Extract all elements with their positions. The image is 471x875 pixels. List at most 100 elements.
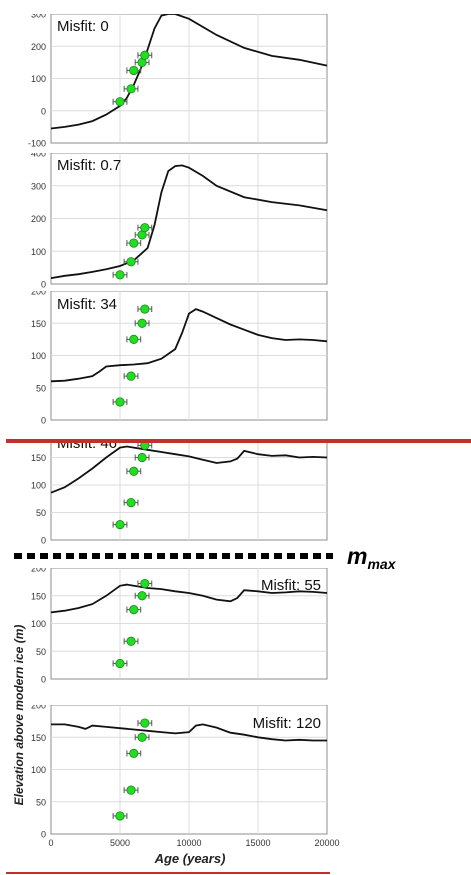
panel-title: Misfit: 55 <box>261 577 321 594</box>
observation-marker <box>115 519 125 530</box>
panels-layer: -100 0 100 200 300 Misfit: 0 0 100 200 300 400 Misf… <box>28 10 328 840</box>
model-curve <box>50 583 328 614</box>
y-axis-label: Elevation above modern ice (m) <box>12 625 26 806</box>
y-tick-label: 50 <box>36 508 46 518</box>
observation-point <box>134 452 150 463</box>
observation-point <box>134 57 150 67</box>
panel-1: -100 0 100 200 300 Misfit: 0 <box>28 10 328 149</box>
observation-point <box>112 97 128 107</box>
y-tick-label: 100 <box>31 481 46 491</box>
observation-point <box>137 223 153 233</box>
observation-point <box>137 50 153 60</box>
y-tick-label: 100 <box>31 247 46 257</box>
mmax-label-subscript: max <box>367 556 396 572</box>
y-tick-label: 0 <box>41 536 46 546</box>
observation-marker <box>129 748 139 758</box>
y-tick-label: 0 <box>41 416 46 426</box>
observation-point <box>112 270 128 280</box>
x-tick-label: 0 <box>48 838 53 848</box>
observation-point <box>137 304 153 314</box>
observation-point <box>134 318 150 328</box>
model-curve <box>50 14 328 130</box>
observation-point <box>123 785 139 795</box>
y-tick-label: 100 <box>31 765 46 775</box>
x-axis-label: Age (years) <box>154 851 226 866</box>
observation-point <box>137 578 153 589</box>
model-curve <box>50 308 328 383</box>
observation-point <box>126 466 142 476</box>
y-tick-label: 100 <box>31 351 46 361</box>
y-tick-label: 50 <box>36 797 46 807</box>
y-tick-label: 300 <box>31 10 46 20</box>
observation-marker <box>140 578 150 589</box>
observation-point <box>123 497 139 508</box>
observation-marker <box>129 238 139 248</box>
panel-title: Misfit: 34 <box>57 296 117 313</box>
observation-marker <box>140 223 150 233</box>
observation-point <box>137 443 153 450</box>
observation-point <box>123 84 139 94</box>
y-tick-label: 100 <box>31 74 46 84</box>
y-tick-label: 150 <box>31 591 46 601</box>
observation-marker <box>115 97 125 107</box>
observation-point <box>126 65 142 76</box>
observation-point <box>137 718 153 728</box>
observation-marker <box>115 397 125 407</box>
panel-title: Misfit: 46 <box>57 435 117 452</box>
panel-4: 0 50 100 150 200 Misfit: 46 <box>31 426 328 546</box>
observation-marker <box>115 270 125 280</box>
y-tick-label: 200 <box>31 287 46 297</box>
x-tick-label: 20000 <box>314 838 339 848</box>
y-tick-label: 0 <box>41 675 46 685</box>
observation-marker <box>140 50 150 60</box>
y-tick-label: 0 <box>41 830 46 840</box>
observation-point <box>112 397 128 407</box>
panel-6: 0 50 100 150 200 Misfit: 120 <box>31 701 328 840</box>
observation-point <box>112 811 128 821</box>
observation-marker <box>129 334 139 344</box>
panel-3: 0 50 100 150 200 Misfit: 34 <box>31 287 328 426</box>
observation-point <box>112 519 128 530</box>
y-tick-label: 200 <box>31 701 46 711</box>
y-tick-label: 50 <box>36 383 46 393</box>
mmax-label: mmax <box>347 543 397 572</box>
panel-2: 0 100 200 300 400 Misfit: 0.7 <box>31 153 328 290</box>
y-tick-label: 150 <box>31 733 46 743</box>
y-tick-label: 100 <box>31 619 46 629</box>
y-tick-label: -100 <box>28 139 46 149</box>
y-tick-label: 150 <box>31 453 46 463</box>
observation-marker <box>115 811 125 821</box>
observation-marker <box>126 497 136 508</box>
x-tick-label: 5000 <box>110 838 130 848</box>
observation-point <box>126 748 142 758</box>
model-curve <box>50 445 328 494</box>
observation-marker <box>129 466 139 476</box>
observation-marker <box>140 718 150 728</box>
observation-marker <box>140 443 150 450</box>
y-tick-label: 0 <box>41 106 46 116</box>
observation-marker <box>137 318 147 328</box>
y-tick-label: 200 <box>31 42 46 52</box>
x-axis-ticks: 0 5000 10000 15000 20000 <box>48 838 339 848</box>
observation-marker <box>137 732 147 742</box>
observation-marker <box>137 591 147 601</box>
model-curve <box>50 164 328 279</box>
observation-point <box>123 636 139 646</box>
x-tick-label: 15000 <box>245 838 270 848</box>
y-tick-label: 200 <box>31 426 46 436</box>
y-tick-label: 0 <box>41 280 46 290</box>
mmax-label-main: m <box>347 543 367 569</box>
observation-marker <box>140 304 150 314</box>
panel-5: 0 50 100 150 200 Misfit: 55 <box>31 564 328 685</box>
observation-point <box>134 230 150 240</box>
y-tick-label: 150 <box>31 319 46 329</box>
y-tick-label: 200 <box>31 564 46 574</box>
observation-marker <box>126 84 136 94</box>
observation-point <box>112 658 128 669</box>
observation-point <box>123 371 139 381</box>
observation-marker <box>126 371 136 381</box>
observation-point <box>123 257 139 267</box>
observation-point <box>126 605 142 615</box>
observation-marker <box>126 257 136 267</box>
